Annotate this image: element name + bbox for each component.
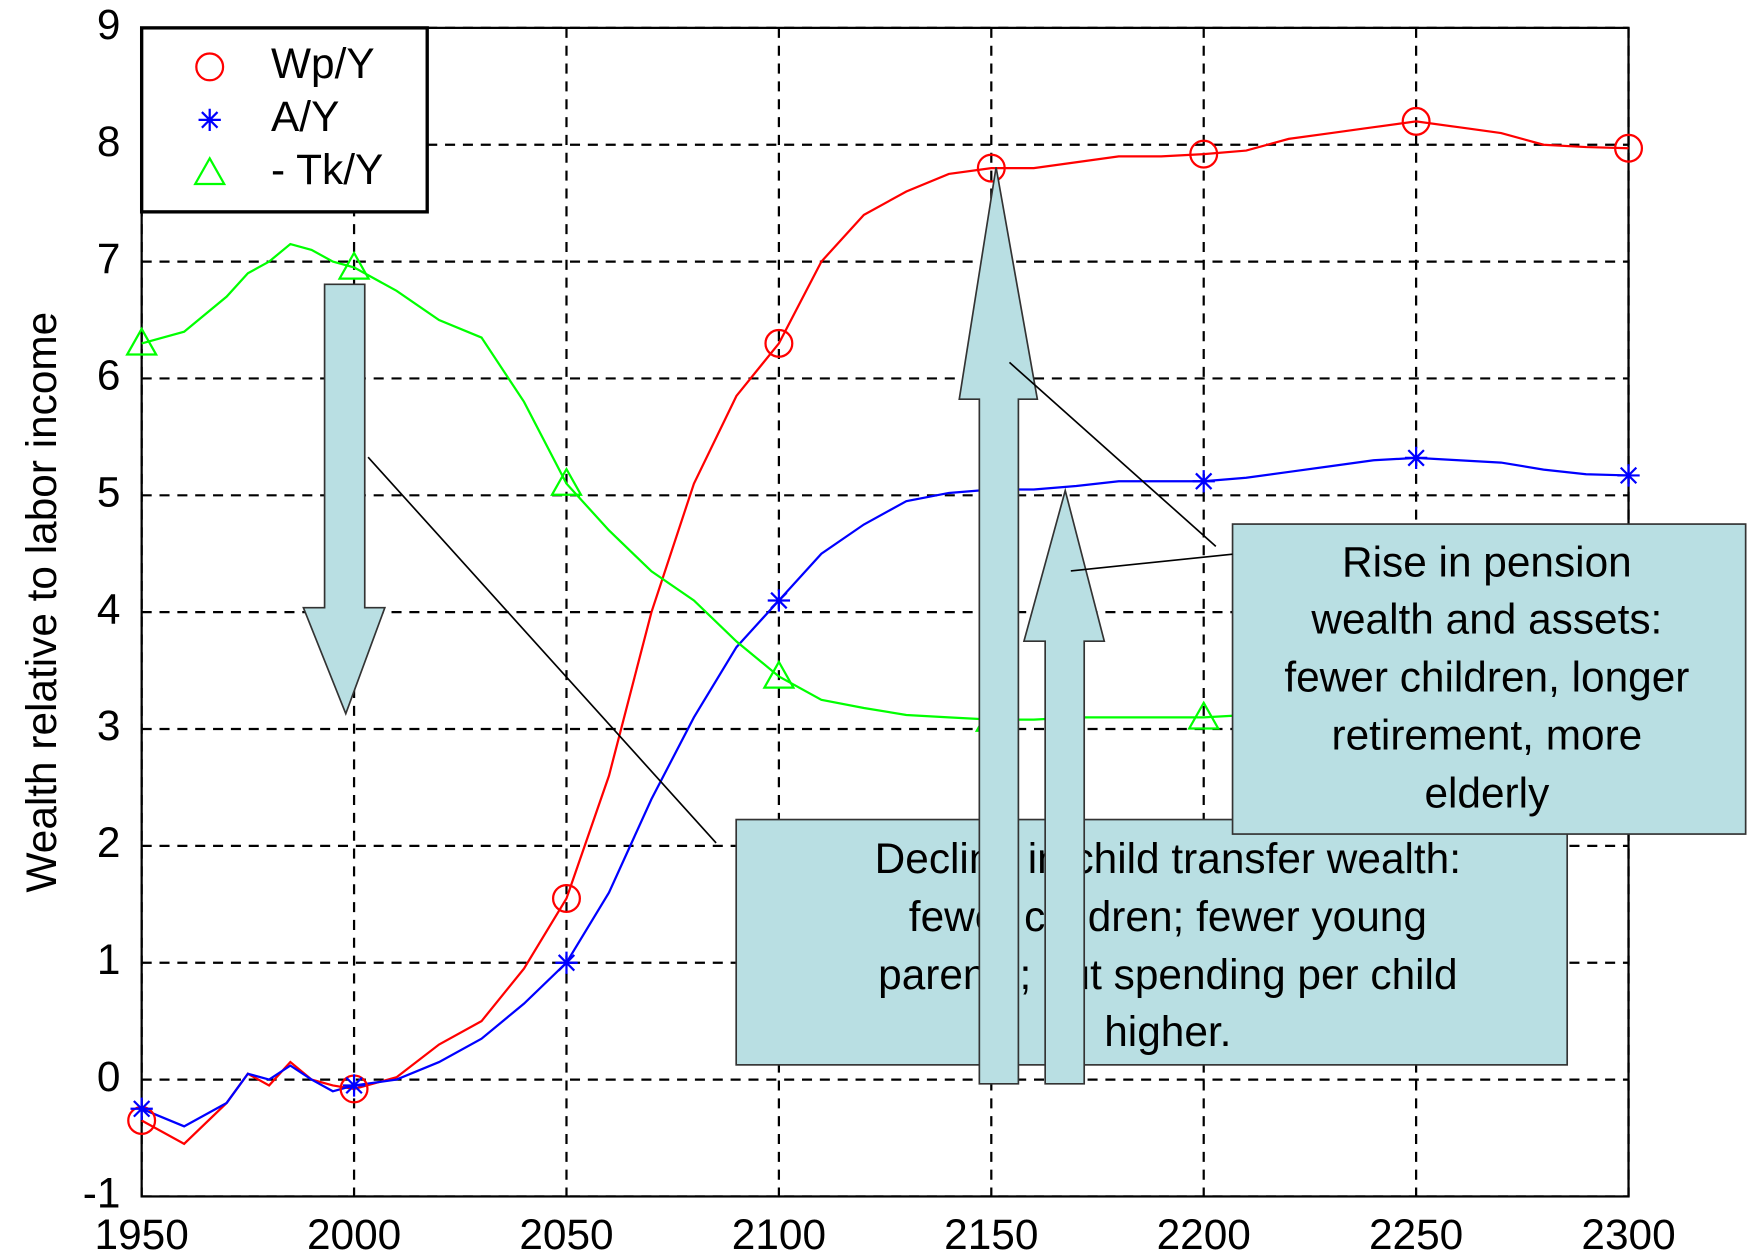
y-tick-label: 1: [97, 936, 121, 983]
marker: [1187, 700, 1221, 730]
y-tick-label: 5: [97, 468, 121, 515]
marker: [551, 883, 581, 913]
marker: [1401, 106, 1431, 136]
x-tick-label: 2050: [519, 1211, 613, 1258]
annotation-text: Rise in pension: [1342, 539, 1632, 586]
legend-label: - Tk/Y: [271, 146, 383, 193]
marker: [337, 250, 371, 280]
annotation-box: [735, 818, 1569, 1066]
annotation-box: [1231, 523, 1747, 835]
legend: Wp/Y A/Y - Tk/Y: [139, 26, 429, 214]
y-tick-label: 7: [97, 235, 121, 282]
y-tick-label: 6: [97, 352, 121, 399]
arrow-up: [958, 167, 1039, 1085]
marker: [1617, 464, 1640, 487]
y-tick-label: 9: [97, 1, 121, 48]
connector: [1008, 361, 1217, 547]
legend-label: Wp/Y: [271, 40, 375, 87]
marker: [1404, 446, 1428, 470]
annotations: Decline in child transfer wealth: fewer …: [302, 167, 1747, 1085]
legend-marker: [195, 52, 225, 82]
marker: [130, 1097, 153, 1120]
series-line: [141, 456, 1629, 1128]
connector: [367, 456, 717, 844]
x-tick-label: 2100: [732, 1211, 826, 1258]
arrow-up: [1022, 487, 1106, 1085]
marker: [764, 328, 794, 358]
annotation-text: fewer children, longer: [1284, 653, 1689, 700]
annotation-text: retirement, more: [1331, 711, 1642, 758]
x-tick-label: 2250: [1369, 1211, 1463, 1258]
y-axis-label: Wealth relative to labor income: [18, 312, 65, 893]
annotation-text: elderly: [1424, 769, 1550, 816]
marker: [762, 659, 796, 689]
y-tick-label: 0: [97, 1053, 121, 1100]
arrow-down: [302, 283, 387, 716]
marker: [342, 1074, 366, 1097]
legend-box: [139, 26, 429, 214]
marker: [1189, 139, 1219, 169]
marker: [767, 589, 791, 612]
marker: [125, 326, 159, 356]
annotation-text: parents; but spending per child: [878, 951, 1457, 998]
y-tick-label: 3: [97, 702, 121, 749]
marker: [550, 466, 583, 496]
annotation-text: Decline in child transfer wealth:: [875, 835, 1461, 882]
legend-label: A/Y: [271, 93, 339, 140]
x-tick-label: 1950: [95, 1211, 189, 1258]
x-tick-label: 2000: [307, 1211, 401, 1258]
y-tick-label: 8: [97, 118, 121, 165]
marker: [555, 951, 578, 974]
y-tick-label: -1: [83, 1170, 121, 1217]
x-tick-label: 2150: [944, 1211, 1038, 1258]
legend-marker: [193, 156, 227, 186]
marker: [1192, 470, 1215, 493]
marker: [1614, 133, 1644, 163]
x-tick-label: 2200: [1157, 1211, 1251, 1258]
y-tick-label: 4: [97, 585, 121, 632]
annotation-text: higher.: [1104, 1008, 1231, 1055]
series-line: [141, 120, 1629, 1146]
x-tick-label: 2300: [1581, 1211, 1675, 1258]
annotation-text: wealth and assets:: [1310, 595, 1662, 642]
marker: [976, 153, 1006, 183]
connector: [1070, 553, 1233, 572]
y-tick-label: 2: [97, 819, 121, 866]
legend-marker: [198, 108, 221, 132]
